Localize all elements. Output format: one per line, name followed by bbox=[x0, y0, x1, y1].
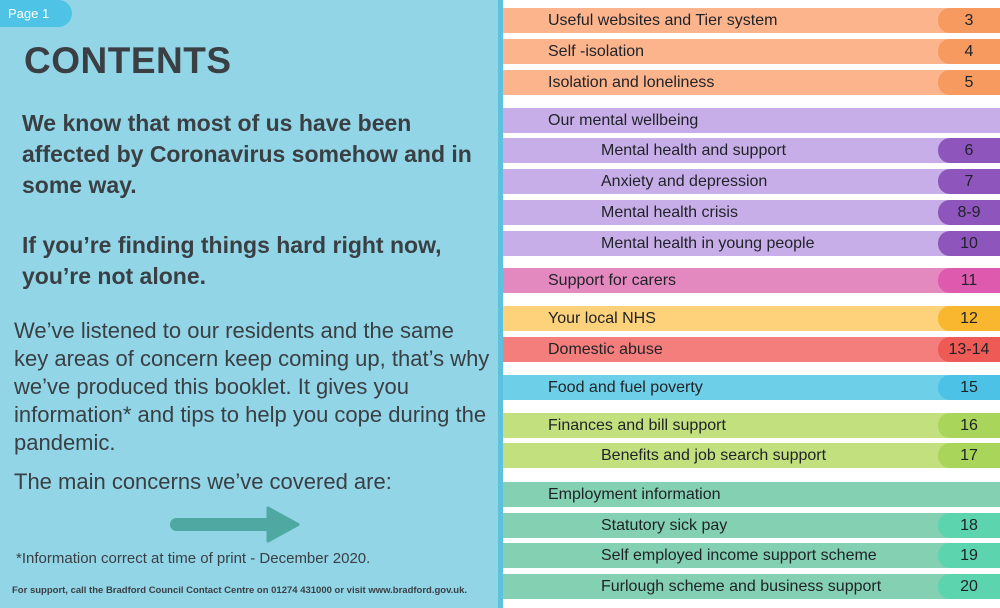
contents-row[interactable]: Isolation and loneliness 5 bbox=[503, 70, 1000, 95]
arrow-right-icon bbox=[170, 506, 300, 543]
contents-item-label: Employment information bbox=[548, 486, 721, 503]
contents-row[interactable]: Support for carers 11 bbox=[503, 268, 1000, 293]
contents-item-label: Our mental wellbeing bbox=[548, 112, 699, 129]
page-number-badge: 7 bbox=[938, 169, 1000, 194]
contents-item-label: Finances and bill support bbox=[548, 417, 726, 434]
page-number-badge: 4 bbox=[938, 39, 1000, 64]
contents-item-label: Mental health crisis bbox=[601, 204, 738, 221]
contents-item-label: Isolation and loneliness bbox=[548, 74, 715, 91]
footnote: *Information correct at time of print - … bbox=[16, 550, 371, 567]
body-paragraph: We’ve listened to our residents and the … bbox=[14, 318, 490, 455]
contents-item-label: Domestic abuse bbox=[548, 341, 663, 358]
page-number-badge: 5 bbox=[938, 70, 1000, 95]
page-number-badge: 10 bbox=[938, 231, 1000, 256]
contents-row[interactable]: Mental health and support 6 bbox=[503, 138, 1000, 163]
contents-row[interactable]: Mental health crisis 8-9 bbox=[503, 200, 1000, 225]
contents-row[interactable]: Self employed income support scheme 19 bbox=[503, 543, 1000, 568]
page-number-badge: 12 bbox=[938, 306, 1000, 331]
page-number-badge: 19 bbox=[938, 543, 1000, 568]
contents-item-label: Your local NHS bbox=[548, 310, 656, 327]
contents-row[interactable]: Statutory sick pay 18 bbox=[503, 513, 1000, 538]
intro-panel bbox=[0, 0, 498, 608]
contents-row[interactable]: Food and fuel poverty 15 bbox=[503, 375, 1000, 400]
contents-item-label: Support for carers bbox=[548, 272, 677, 289]
page-number-badge: 15 bbox=[938, 375, 1000, 400]
contents-item-label: Useful websites and Tier system bbox=[548, 12, 778, 29]
page-number-badge: 8-9 bbox=[938, 200, 1000, 225]
contents-item-label: Mental health in young people bbox=[601, 235, 815, 252]
intro-bold-text: We know that most of us have been affect… bbox=[22, 110, 472, 198]
page-number-badge: 3 bbox=[938, 8, 1000, 33]
contents-row[interactable]: Mental health in young people 10 bbox=[503, 231, 1000, 256]
page-title: CONTENTS bbox=[24, 40, 232, 81]
contents-row[interactable]: Your local NHS 12 bbox=[503, 306, 1000, 331]
contents-item-label: Anxiety and depression bbox=[601, 173, 768, 190]
contents-item-label: Statutory sick pay bbox=[601, 517, 728, 534]
contents-row[interactable]: Benefits and job search support 17 bbox=[503, 443, 1000, 468]
contents-row[interactable]: Self -isolation 4 bbox=[503, 39, 1000, 64]
contents-row[interactable]: Employment information bbox=[503, 482, 1000, 507]
contents-item-label: Self employed income support scheme bbox=[601, 547, 877, 564]
contents-row[interactable]: Finances and bill support 16 bbox=[503, 413, 1000, 438]
contents-item-label: Furlough scheme and business support bbox=[601, 578, 882, 595]
intro-bold-text-2: If you’re finding things hard right now,… bbox=[22, 232, 442, 289]
panel-divider bbox=[498, 0, 503, 608]
page-number-badge: 18 bbox=[938, 513, 1000, 538]
page-number-badge: 20 bbox=[938, 574, 1000, 599]
contents-row[interactable]: Our mental wellbeing bbox=[503, 108, 1000, 133]
contents-item-label: Mental health and support bbox=[601, 142, 787, 159]
support-footer: For support, call the Bradford Council C… bbox=[12, 585, 468, 596]
contents-row[interactable]: Anxiety and depression 7 bbox=[503, 169, 1000, 194]
main-concerns-text: The main concerns we’ve covered are: bbox=[14, 469, 392, 494]
contents-item-label: Self -isolation bbox=[548, 43, 645, 60]
contents-item-label: Food and fuel poverty bbox=[548, 379, 703, 396]
page-number-badge: 16 bbox=[938, 413, 1000, 438]
contents-row[interactable]: Useful websites and Tier system 3 bbox=[503, 8, 1000, 33]
contents-row[interactable]: Domestic abuse 13-14 bbox=[503, 337, 1000, 362]
page-number-badge: 13-14 bbox=[938, 337, 1000, 362]
contents-item-label: Benefits and job search support bbox=[601, 447, 827, 464]
page-number-badge: 11 bbox=[938, 268, 1000, 293]
page-number-badge: 17 bbox=[938, 443, 1000, 468]
page-tab: Page 1 bbox=[0, 0, 72, 27]
contents-row[interactable]: Furlough scheme and business support 20 bbox=[503, 574, 1000, 599]
page-number-badge: 6 bbox=[938, 138, 1000, 163]
